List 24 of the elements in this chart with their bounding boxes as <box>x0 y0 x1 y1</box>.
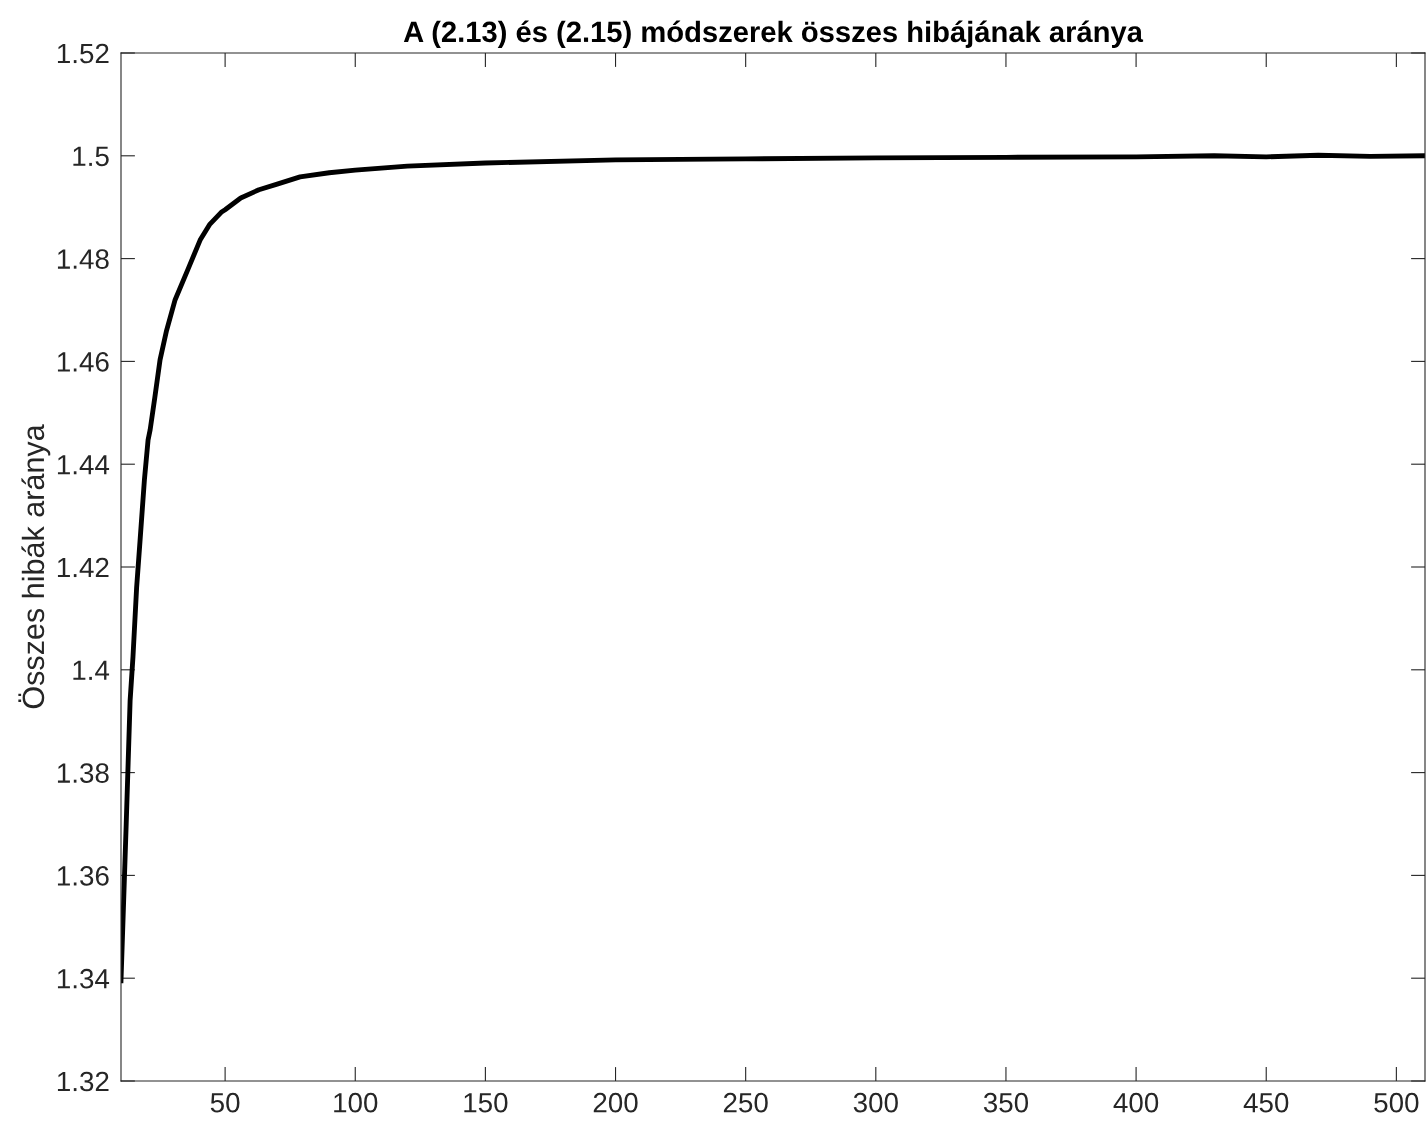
x-tick-label: 200 <box>593 1092 638 1113</box>
y-tick-label: 1.32 <box>57 1071 109 1092</box>
x-tick-label: 400 <box>1113 1092 1159 1113</box>
y-tick-label: 1.38 <box>57 763 109 783</box>
y-tick-label: 1.34 <box>57 968 110 989</box>
y-tick-label: 1.4 <box>73 660 110 680</box>
y-tick-label: 1.48 <box>57 249 109 269</box>
x-tick-label: 350 <box>983 1092 1029 1113</box>
x-tick-label: 150 <box>464 1092 508 1113</box>
x-tick-label: 100 <box>334 1092 378 1113</box>
y-tick-label: 1.52 <box>57 43 109 64</box>
y-tick-label: 1.36 <box>57 866 109 886</box>
x-tick-label: 50 <box>210 1092 240 1113</box>
y-tick-label: 1.44 <box>57 455 110 475</box>
y-tick-label: 1.5 <box>73 146 109 167</box>
y-tick-label: 1.42 <box>57 557 109 578</box>
x-tick-label: 300 <box>853 1092 898 1113</box>
x-tick-label: 500 <box>1374 1092 1419 1113</box>
chart-title: A (2.13) és (2.15) módszerek összes hibájának aránya <box>403 20 1144 48</box>
x-tick-label: 250 <box>723 1092 768 1113</box>
line-series <box>121 152 1425 984</box>
y-axis-title: Összes hibák aránya <box>18 424 51 709</box>
x-tick-label: 450 <box>1243 1092 1289 1113</box>
y-tick-label: 1.46 <box>57 352 109 372</box>
